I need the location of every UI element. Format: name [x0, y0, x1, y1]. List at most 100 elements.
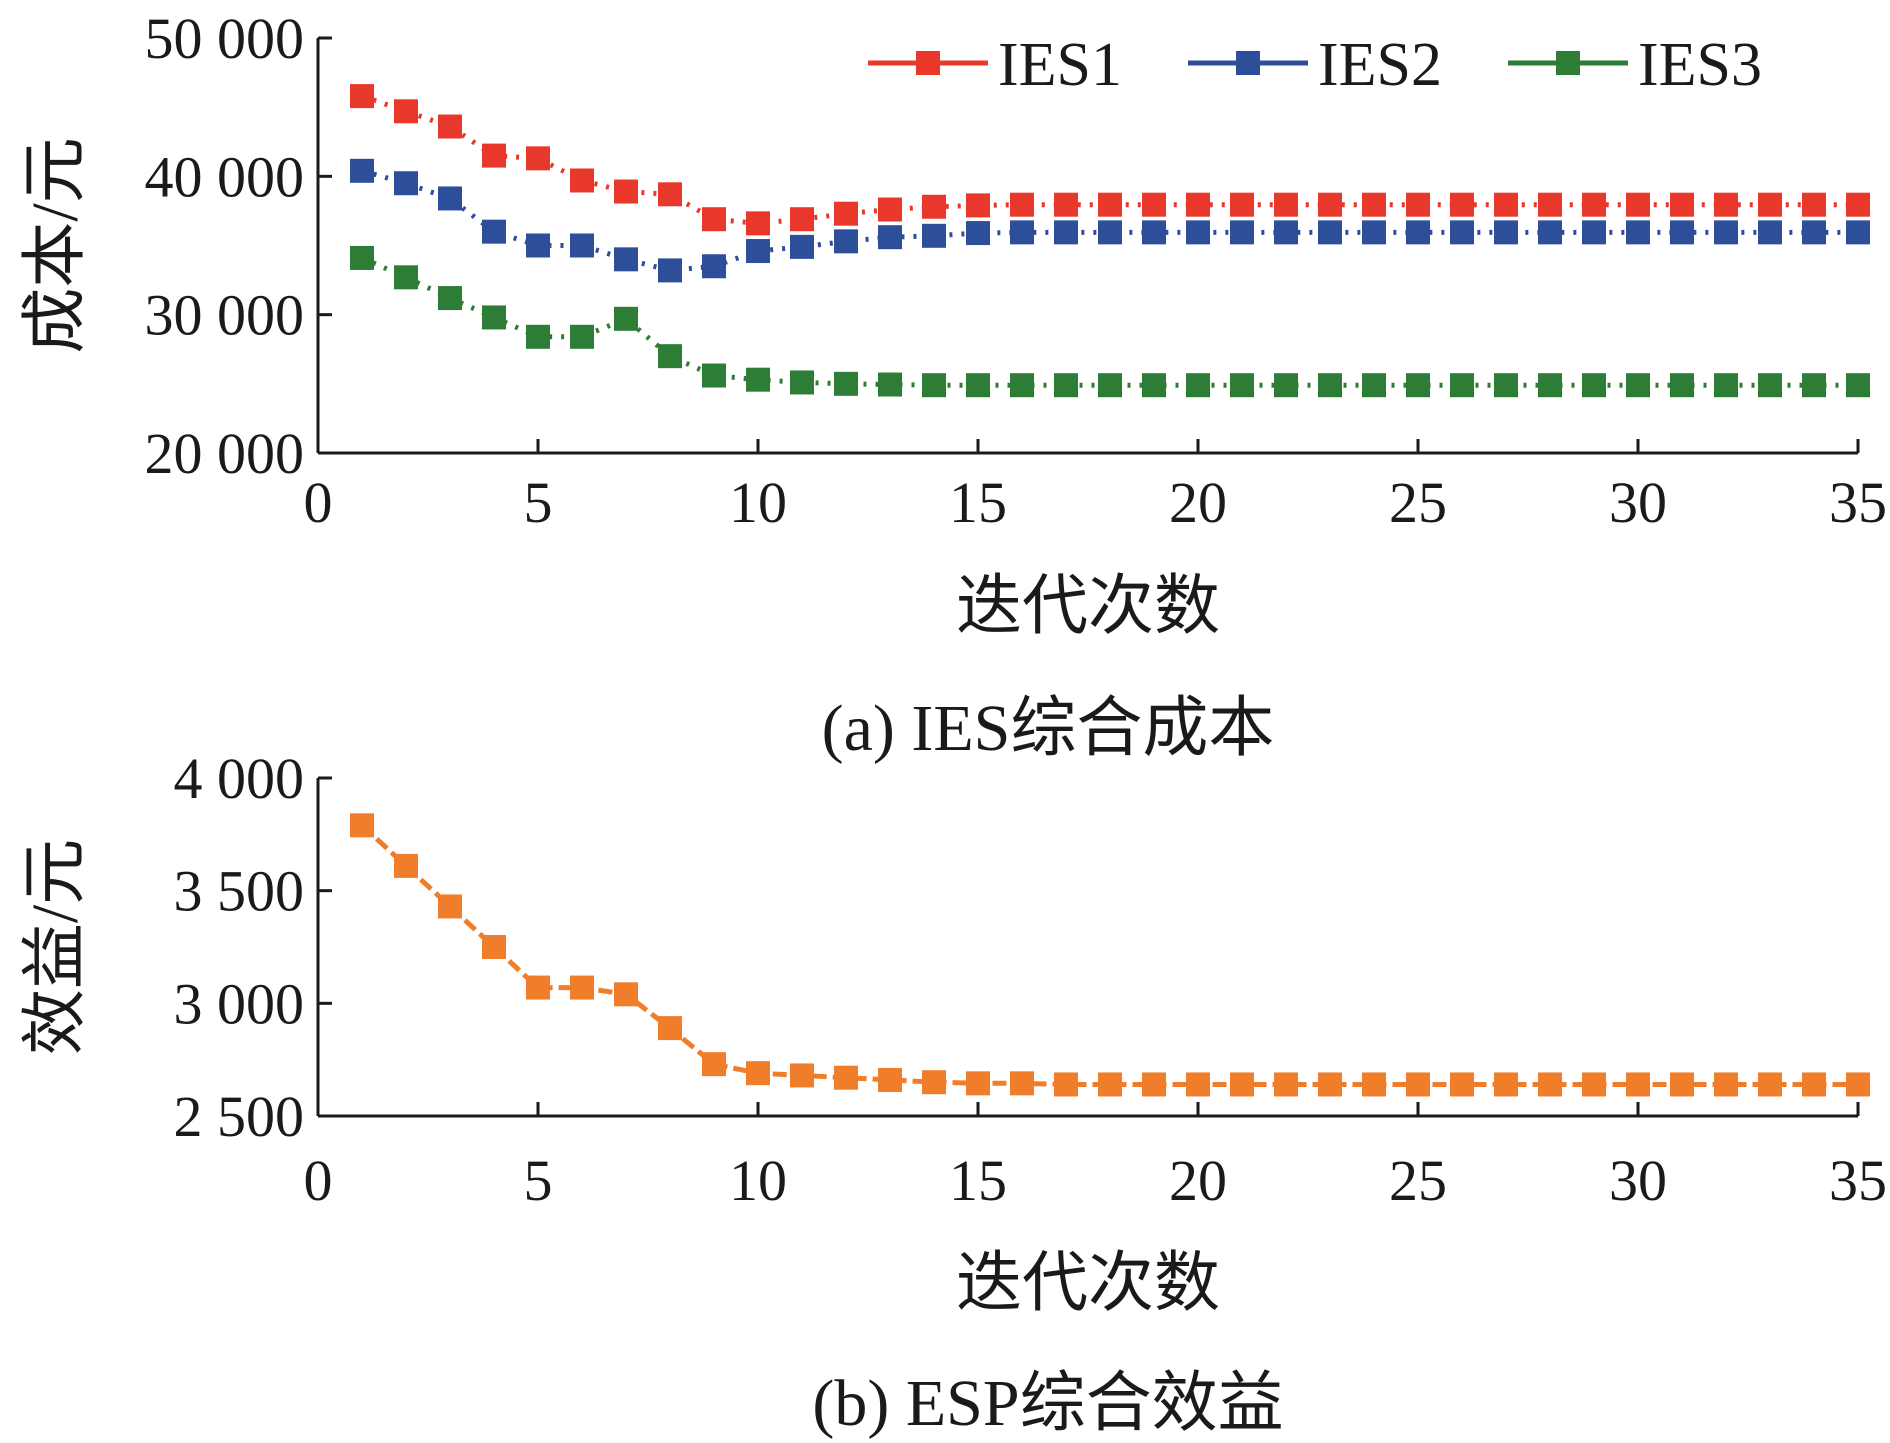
x-tick-label: 15: [949, 1148, 1007, 1213]
data-point: [702, 207, 726, 232]
data-point: [1582, 1072, 1606, 1097]
data-point: [1010, 192, 1034, 217]
data-point: [702, 254, 726, 279]
data-point: [1010, 373, 1034, 398]
data-point: [614, 179, 638, 204]
data-point: [438, 286, 462, 311]
data-point: [1318, 1072, 1342, 1097]
data-point: [1758, 192, 1782, 217]
data-point: [1626, 220, 1650, 245]
data-point: [1230, 373, 1254, 398]
data-point: [1538, 373, 1562, 398]
data-point: [1494, 220, 1518, 245]
data-point: [966, 193, 990, 218]
data-point: [1406, 220, 1430, 245]
data-point: [922, 223, 946, 248]
x-tick-label: 20: [1169, 470, 1227, 535]
data-point: [1274, 192, 1298, 217]
x-tick-label: 25: [1389, 1148, 1447, 1213]
y-axis-title: 效益/元: [19, 839, 92, 1055]
data-point: [1230, 1072, 1254, 1097]
x-tick-label: 0: [304, 1148, 333, 1213]
x-tick-label: 10: [729, 470, 787, 535]
data-point: [834, 201, 858, 226]
x-tick-label: 10: [729, 1148, 787, 1213]
y-axis-title: 成本/元: [19, 137, 92, 353]
data-point: [570, 975, 594, 1000]
panel-caption: (a) IES综合成本: [822, 692, 1275, 765]
chart-panel-esp-benefit: 0 5 10 15 20 25 30 35 2 500 3 000 3 500 4 000 迭代次数 效益…: [19, 746, 1887, 1440]
data-point: [1054, 192, 1078, 217]
data-point: [1846, 192, 1870, 217]
data-point: [1714, 373, 1738, 398]
legend-marker: [916, 51, 940, 75]
data-point: [350, 245, 374, 270]
data-point: [1626, 1072, 1650, 1097]
data-point: [1274, 220, 1298, 245]
data-point: [1362, 373, 1386, 398]
data-point: [790, 234, 814, 259]
data-point: [1626, 192, 1650, 217]
data-point: [350, 158, 374, 183]
y-tick-label: 3 500: [174, 859, 305, 924]
data-point: [1186, 220, 1210, 245]
data-point: [1802, 373, 1826, 398]
data-point: [1010, 220, 1034, 245]
data-point: [834, 371, 858, 396]
data-point: [1758, 220, 1782, 245]
data-point: [1362, 192, 1386, 217]
data-point: [922, 373, 946, 398]
data-point: [1802, 192, 1826, 217]
data-point: [746, 239, 770, 264]
legend-label: IES1: [998, 31, 1122, 99]
data-point: [526, 233, 550, 258]
data-point: [438, 186, 462, 211]
data-point: [878, 372, 902, 397]
data-point: [394, 171, 418, 196]
data-point: [658, 1016, 682, 1041]
series-line: [360, 823, 1858, 1087]
data-point: [966, 1071, 990, 1096]
y-tick-label: 20 000: [145, 421, 305, 486]
data-point: [1494, 192, 1518, 217]
data-point: [1274, 373, 1298, 398]
data-point: [394, 99, 418, 124]
x-tick-label: 35: [1829, 470, 1887, 535]
x-tick-label: 30: [1609, 1148, 1667, 1213]
data-point: [966, 221, 990, 246]
data-point: [570, 324, 594, 349]
x-tick-label: 0: [304, 470, 333, 535]
x-tick-label: 5: [524, 1148, 553, 1213]
data-point: [922, 1070, 946, 1095]
x-tick-label: 20: [1169, 1148, 1227, 1213]
series-line: [360, 255, 1858, 388]
data-point: [1010, 1071, 1034, 1096]
data-point: [878, 197, 902, 222]
data-point: [482, 143, 506, 168]
data-point: [1098, 192, 1122, 217]
data-point: [1054, 220, 1078, 245]
data-point: [1802, 220, 1826, 245]
chart-panel-ies-cost: 0 5 10 15 20 25 30 35 20 000 30 000 40 000 50 000 迭代…: [19, 6, 1887, 765]
data-point: [394, 853, 418, 878]
series-line: [361, 93, 1858, 226]
x-tick-label: 25: [1389, 470, 1447, 535]
data-point: [1846, 373, 1870, 398]
data-point: [702, 363, 726, 388]
data-point: [1362, 220, 1386, 245]
data-point: [790, 1063, 814, 1088]
data-point: [1582, 373, 1606, 398]
data-point: [1318, 192, 1342, 217]
data-point: [1098, 1072, 1122, 1097]
data-point: [1450, 192, 1474, 217]
legend-marker: [1556, 51, 1580, 75]
panel-caption: (b) ESP综合效益: [812, 1367, 1283, 1440]
data-point: [1274, 1072, 1298, 1097]
data-point: [1846, 1072, 1870, 1097]
data-point: [1450, 373, 1474, 398]
x-axis-title: 迭代次数: [956, 1247, 1220, 1320]
data-point: [1802, 1072, 1826, 1097]
data-point: [1142, 220, 1166, 245]
legend-label: IES3: [1638, 31, 1762, 99]
y-tick-label: 40 000: [145, 144, 305, 209]
